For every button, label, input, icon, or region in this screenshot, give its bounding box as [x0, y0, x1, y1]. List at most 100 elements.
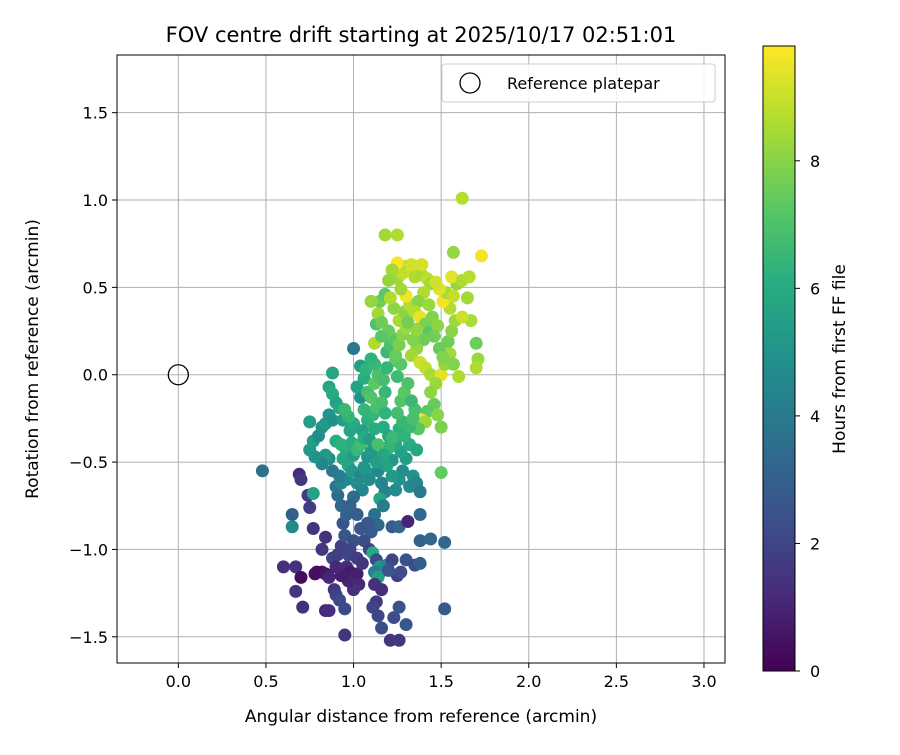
scatter-point [296, 600, 310, 614]
y-tick-label: −0.5 [69, 453, 108, 472]
scatter-point [380, 361, 394, 375]
scatter-point [406, 333, 420, 347]
chart-title: FOV centre drift starting at 2025/10/17 … [166, 23, 677, 47]
scatter-point [303, 415, 317, 429]
scatter-point [438, 535, 452, 549]
scatter-point [343, 499, 357, 513]
x-axis-ticks: 0.0 0.5 1.0 1.5 2.0 2.5 3.0 [166, 663, 717, 691]
scatter-point [376, 373, 390, 387]
scatter-point [376, 499, 390, 513]
scatter-point [364, 294, 378, 308]
scatter-point [427, 329, 441, 343]
scatter-point [445, 324, 459, 338]
scatter-point [322, 604, 336, 618]
scatter-point [387, 301, 401, 315]
scatter-point [355, 556, 369, 570]
scatter-point [424, 385, 438, 399]
scatter-point [445, 270, 459, 284]
scatter-point [455, 191, 469, 205]
scatter-point [326, 366, 340, 380]
scatter-point [422, 298, 436, 312]
scatter-point [399, 618, 413, 632]
legend: Reference platepar [441, 63, 716, 103]
scatter-point [413, 485, 427, 499]
scatter-point [413, 556, 427, 570]
colorbar-tick-label: 6 [810, 279, 820, 298]
scatter-point [431, 408, 445, 422]
scatter-point [452, 369, 466, 383]
scatter-point [375, 621, 389, 635]
scatter-point [390, 228, 404, 242]
scatter-point [294, 473, 308, 487]
scatter-point [276, 560, 290, 574]
scatter-point [378, 228, 392, 242]
scatter-point [429, 275, 443, 289]
scatter-point [389, 483, 403, 497]
scatter-point [390, 369, 404, 383]
scatter-point [431, 319, 445, 333]
scatter-point [338, 602, 352, 616]
scatter-point [368, 507, 382, 521]
x-tick-label: 0.0 [166, 672, 191, 691]
scatter-point [469, 336, 483, 350]
colorbar-tick-label: 2 [810, 534, 820, 553]
x-tick-label: 3.0 [691, 672, 716, 691]
scatter-point [315, 542, 329, 556]
scatter-point [362, 473, 376, 487]
scatter-point [350, 380, 364, 394]
scatter-point [417, 333, 431, 347]
scatter-point [285, 520, 299, 534]
y-tick-label: 1.0 [83, 191, 108, 210]
legend-marker-icon [459, 72, 481, 94]
colorbar-tick-label: 8 [810, 152, 820, 171]
scatter-point [446, 245, 460, 259]
y-axis-label: Rotation from reference (arcmin) [23, 219, 43, 499]
scatter-point [392, 338, 406, 352]
scatter-point [375, 329, 389, 343]
reference-platepar-marker [167, 364, 189, 386]
scatter-point [401, 514, 415, 528]
scatter-point [338, 403, 352, 417]
scatter-point [403, 480, 417, 494]
y-tick-label: 0.0 [83, 366, 108, 385]
y-axis-ticks: −1.5 −1.0 −0.5 0.0 0.5 1.0 1.5 [69, 104, 117, 647]
scatter-point [455, 310, 469, 324]
y-tick-label: −1.0 [69, 540, 108, 559]
scatter-point [385, 431, 399, 445]
scatter-point [355, 483, 369, 497]
colorbar-ticks: 0 2 4 6 8 [795, 152, 820, 681]
scatter-point [460, 291, 474, 305]
scatter-point [319, 530, 333, 544]
x-axis-label: Angular distance from reference (arcmin) [245, 707, 597, 727]
y-tick-label: −1.5 [69, 628, 108, 647]
scatter-point [413, 534, 427, 548]
scatter-point [343, 542, 357, 556]
scatter-point [354, 521, 368, 535]
scatter-point [255, 464, 269, 478]
y-tick-label: 0.5 [83, 278, 108, 297]
scatter-point [294, 570, 308, 584]
x-tick-label: 1.0 [341, 672, 366, 691]
scatter-point [375, 396, 389, 410]
scatter-point [411, 294, 425, 308]
scatter-point [382, 563, 396, 577]
legend-box [441, 63, 716, 103]
x-tick-label: 1.5 [428, 672, 453, 691]
scatter-point [378, 406, 392, 420]
y-tick-label: 1.5 [83, 104, 108, 123]
scatter-point [394, 282, 408, 296]
scatter-point [404, 258, 418, 272]
grid-lines [117, 55, 725, 663]
scatter-point [474, 249, 488, 263]
scatter-point [378, 385, 392, 399]
scatter-point [394, 565, 408, 579]
scatter-point [380, 459, 394, 473]
scatter-point [385, 553, 399, 567]
scatter-point [436, 350, 450, 364]
scatter-point [410, 322, 424, 336]
scatter-point [326, 464, 340, 478]
scatter-point [446, 289, 460, 303]
scatter-point [438, 602, 452, 616]
scatter-point [404, 394, 418, 408]
scatter-point [329, 560, 343, 574]
